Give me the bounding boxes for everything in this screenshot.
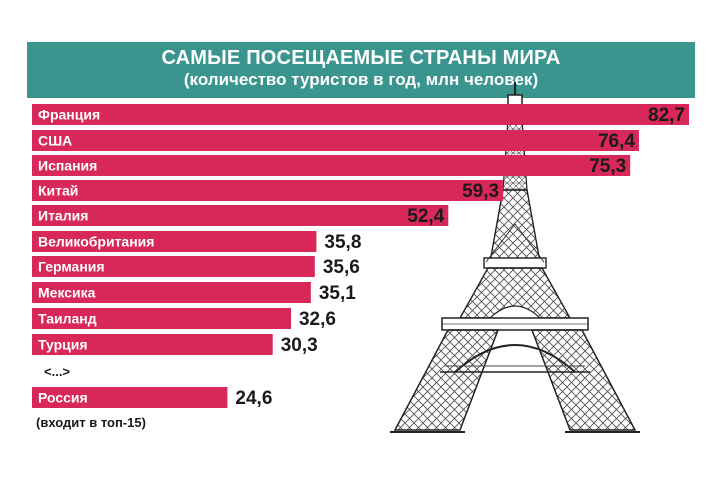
bar: [32, 231, 317, 252]
bar-value-label: 75,3: [589, 156, 626, 177]
bar-value-label: 35,8: [324, 232, 361, 253]
bar-category-label: Италия: [38, 208, 88, 224]
bar-value-label: 76,4: [598, 131, 635, 152]
bar-category-label: Россия: [38, 390, 88, 406]
bar-category-label: Китай: [38, 183, 78, 199]
bar-category-label: Таиланд: [38, 311, 97, 327]
bar-category-label: Мексика: [38, 285, 96, 301]
footnote: (входит в топ-15): [36, 415, 146, 430]
bar-value-label: 24,6: [235, 388, 272, 409]
gap-marker: <...>: [44, 364, 71, 379]
bar-value-label: 32,6: [299, 309, 336, 330]
bar-category-label: Германия: [38, 259, 105, 275]
chart-header: САМЫЕ ПОСЕЩАЕМЫЕ СТРАНЫ МИРА (количество…: [27, 42, 695, 98]
chart-subtitle: (количество туристов в год, млн человек): [183, 70, 539, 89]
bar-value-label: 30,3: [281, 335, 318, 356]
bar: [32, 334, 273, 355]
bar-category-label: США: [38, 133, 72, 149]
bar: [32, 130, 639, 151]
bar: [32, 180, 504, 201]
bar: [32, 282, 311, 303]
bar: [32, 104, 689, 125]
bar: [32, 155, 631, 176]
bar-value-label: 35,6: [323, 257, 360, 278]
bar: [32, 308, 291, 329]
bar-category-label: Турция: [38, 337, 88, 353]
bar-category-label: Испания: [38, 158, 97, 174]
bar-value-label: 35,1: [319, 283, 356, 304]
bar: [32, 256, 315, 277]
bar-category-label: Франция: [38, 107, 100, 123]
bar: [32, 205, 449, 226]
bar: [32, 387, 228, 408]
chart-title: САМЫЕ ПОСЕЩАЕМЫЕ СТРАНЫ МИРА: [161, 47, 561, 69]
bar-value-label: 82,7: [648, 105, 685, 126]
bar-value-label: 59,3: [462, 181, 499, 202]
bar-value-label: 52,4: [407, 206, 444, 227]
bar-category-label: Великобритания: [38, 234, 154, 250]
